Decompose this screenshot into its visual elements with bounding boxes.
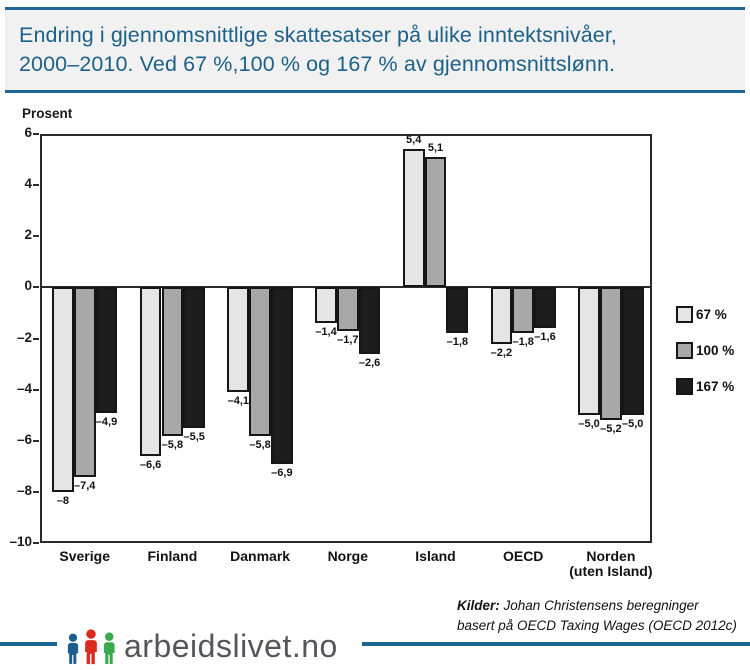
category-label: OECD	[502, 548, 544, 564]
y-tick-mark	[33, 286, 39, 289]
bar	[446, 287, 469, 334]
bar	[534, 287, 556, 329]
y-tick-label: 6	[24, 125, 32, 140]
category-label: Island	[415, 548, 456, 564]
legend-swatch-100	[676, 342, 693, 359]
y-tick-mark	[33, 133, 39, 135]
y-tick-label: –4	[16, 380, 32, 396]
bar-value-label: –1,6	[534, 331, 556, 344]
bar-value-label: –1,4	[315, 326, 337, 339]
bar	[315, 287, 337, 324]
bar	[490, 287, 513, 344]
y-tick-mark	[33, 490, 39, 493]
bar	[161, 287, 184, 436]
bar	[271, 287, 293, 464]
bar	[512, 287, 535, 334]
bar-value-label: –8	[56, 494, 70, 507]
y-tick-label: –6	[16, 431, 32, 447]
legend-label-100: 100 %	[696, 343, 735, 358]
person-icon-red	[85, 629, 97, 665]
bar	[139, 287, 162, 457]
bar	[336, 287, 359, 331]
source-text-1: Johan Christensens beregninger	[503, 598, 699, 613]
category-label: Danmark	[230, 548, 291, 564]
bar-value-label: –5,0	[578, 418, 600, 431]
y-tick-mark	[33, 184, 39, 187]
bar-value-label: –4,9	[95, 415, 118, 428]
bar-value-label: –1,7	[337, 333, 359, 346]
category-label: Norden (uten Island)	[569, 548, 653, 579]
legend-item-167: 167 %	[676, 378, 734, 395]
category-label: Sverige	[59, 548, 110, 564]
bar	[600, 287, 622, 421]
bar-value-label: –5,5	[183, 430, 205, 443]
legend-label-67: 67 %	[696, 307, 727, 322]
person-icon-blue	[67, 633, 79, 664]
bar-value-label: –2,2	[490, 346, 513, 359]
y-tick-label: –2	[16, 329, 32, 345]
y-tick-label: 0	[24, 278, 32, 294]
y-tick-mark	[33, 337, 39, 340]
legend-item-67: 67 %	[676, 306, 734, 323]
y-tick-label: –8	[16, 482, 32, 498]
people-icon	[66, 626, 117, 665]
bar-value-label: –1,8	[446, 336, 469, 349]
y-tick-mark	[33, 388, 39, 391]
bar	[227, 287, 250, 393]
bar-value-label: –2,6	[358, 356, 381, 369]
bar-value-label: 5,4	[406, 134, 422, 147]
y-tick-mark	[33, 542, 39, 544]
bar	[578, 287, 600, 416]
category-label: Finland	[147, 548, 198, 564]
y-tick-label: –10	[9, 534, 32, 549]
source-label: Kilder:	[457, 598, 500, 613]
bar	[358, 287, 381, 354]
footer-divider-right	[362, 642, 750, 646]
bar-value-label: –5,2	[600, 423, 622, 436]
source-citation: Kilder: Johan Christensens beregninger b…	[457, 596, 737, 636]
y-axis-title: Prosent	[22, 106, 73, 121]
chart-title-line-1: Endring i gjennomsnittlige skattesatser …	[19, 23, 617, 47]
bar-value-label: –5,0	[621, 418, 644, 431]
legend-swatch-67	[676, 306, 693, 323]
bar-value-label: –6,9	[271, 466, 293, 479]
header-banner: Endring i gjennomsnittlige skattesatser …	[5, 7, 745, 93]
bar-value-label: –1,8	[512, 336, 534, 349]
y-tick-mark	[33, 235, 39, 238]
y-tick-label: 2	[24, 227, 32, 243]
bar-value-label: 5,1	[427, 142, 444, 154]
bar-value-label: –4,1	[227, 395, 250, 408]
logo-text: arbeidslivet.no	[124, 628, 338, 664]
source-text-2: basert på OECD Taxing Wages (OECD 2012c)	[457, 618, 737, 633]
chart-title-line-2: 2000–2010. Ved 67 %,100 % og 167 % av gj…	[19, 52, 616, 76]
footer-divider-left	[0, 642, 57, 646]
person-icon-green	[103, 632, 115, 664]
bar	[95, 287, 118, 413]
bar	[621, 287, 644, 416]
bar-value-label: –5,8	[249, 438, 271, 451]
legend-swatch-167	[676, 378, 693, 395]
bar	[52, 287, 74, 492]
category-label: Norge	[327, 548, 369, 564]
bar	[73, 287, 96, 477]
bar	[402, 149, 425, 288]
y-tick-label: 4	[24, 176, 32, 192]
bar	[424, 157, 447, 288]
bar	[183, 287, 206, 428]
bar-value-label: –5,8	[161, 438, 184, 451]
legend-label-167: 167 %	[696, 379, 735, 394]
y-tick-mark	[33, 439, 39, 442]
bar	[249, 287, 271, 436]
legend-item-100: 100 %	[676, 342, 734, 359]
legend: 67 % 100 % 167 %	[676, 306, 734, 395]
bar-value-label: –7,4	[73, 479, 96, 492]
bar-value-label: –6,6	[139, 459, 162, 472]
